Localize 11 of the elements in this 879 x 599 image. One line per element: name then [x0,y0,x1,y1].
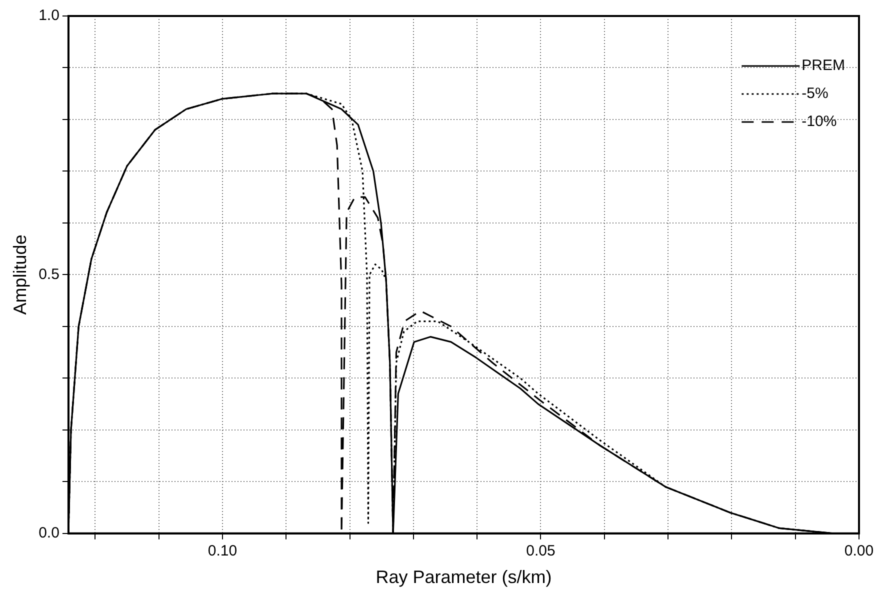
legend-label: -10% [802,113,837,130]
legend-label: -5% [802,85,828,102]
y-tick-label: 1.0 [38,7,60,24]
y-axis-title: Amplitude [10,234,30,315]
x-axis-title: Ray Parameter (s/km) [376,567,552,588]
y-tick-label: 0.5 [38,266,60,283]
y-tick-label: 0.0 [38,524,60,542]
x-tick-label: 0.10 [208,542,238,560]
x-tick-label: 0.00 [844,542,874,560]
legend-label: PREM [802,57,846,74]
x-tick-label: 0.05 [526,542,556,560]
